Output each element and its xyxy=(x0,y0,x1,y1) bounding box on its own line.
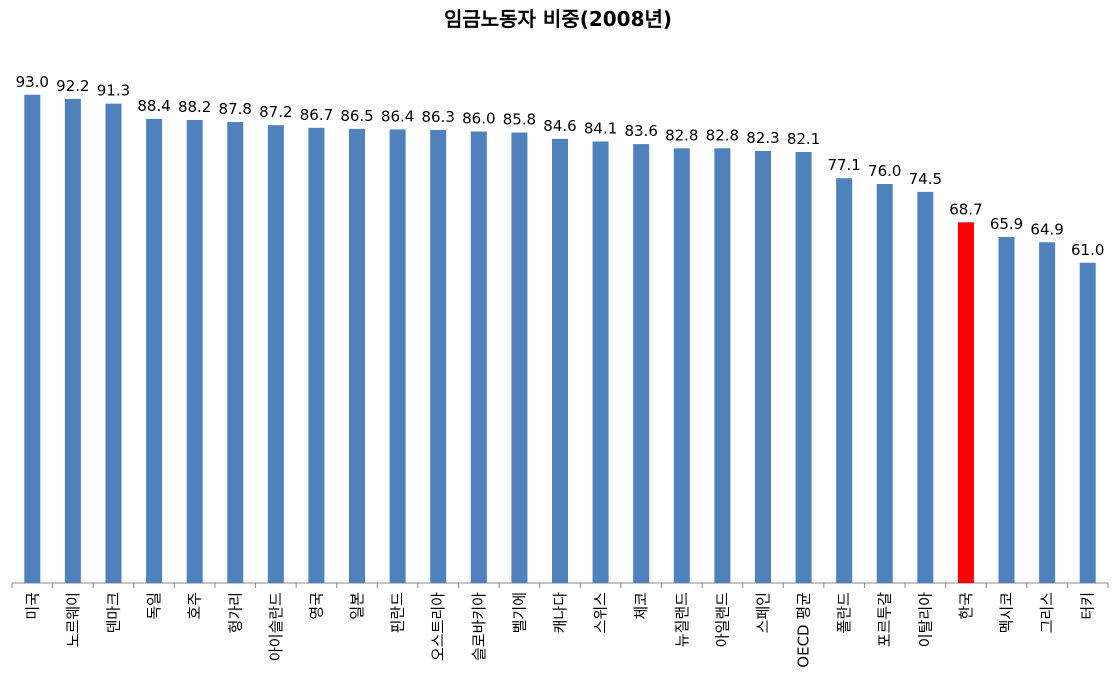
bar xyxy=(349,128,366,583)
value-label: 82.8 xyxy=(706,126,739,144)
x-tick-label: 뉴질랜드 xyxy=(673,592,691,647)
value-label: 76.0 xyxy=(868,162,901,180)
bar xyxy=(389,129,406,583)
value-label: 88.4 xyxy=(137,97,170,115)
value-label: 74.5 xyxy=(909,170,942,188)
x-tick-label: 그리스 xyxy=(1038,592,1056,634)
bar xyxy=(633,144,650,583)
value-label: 83.6 xyxy=(624,122,657,140)
value-label: 65.9 xyxy=(990,215,1023,233)
x-tick-label: 한국 xyxy=(957,592,975,620)
value-label: 87.8 xyxy=(219,100,252,118)
bar xyxy=(714,148,731,584)
bar xyxy=(592,141,609,583)
chart-title: 임금노동자 비중(2008년) xyxy=(444,7,672,31)
value-label: 84.6 xyxy=(543,117,576,135)
bar xyxy=(795,151,812,583)
bar xyxy=(673,148,690,584)
bar xyxy=(836,178,853,583)
x-tick-label: 스위스 xyxy=(592,592,610,634)
bar xyxy=(308,127,325,583)
x-tick-label: 노르웨이 xyxy=(64,592,82,647)
value-label: 84.1 xyxy=(584,119,617,137)
x-tick-label: 오스트리아 xyxy=(429,592,447,661)
bar xyxy=(754,150,771,584)
x-tick-label: 호주 xyxy=(186,592,204,620)
value-label: 82.8 xyxy=(665,126,698,144)
bar xyxy=(24,94,41,583)
value-label: 82.1 xyxy=(787,130,820,148)
x-tick-label: 폴란드 xyxy=(835,592,853,634)
value-label: 68.7 xyxy=(949,200,982,218)
x-tick-label: 캐나다 xyxy=(551,592,569,634)
bar xyxy=(1039,242,1056,583)
bar xyxy=(186,119,203,583)
x-tick-label: 터키 xyxy=(1079,592,1097,620)
x-tick-label: 영국 xyxy=(307,592,325,620)
bar xyxy=(1079,262,1096,583)
value-label: 86.7 xyxy=(300,106,333,124)
bar xyxy=(470,131,487,583)
value-label: 77.1 xyxy=(827,156,860,174)
bar xyxy=(511,132,528,584)
value-label: 64.9 xyxy=(1030,220,1063,238)
x-tick-label: 미국 xyxy=(23,592,41,620)
bar xyxy=(430,129,447,584)
value-label: 92.2 xyxy=(56,77,89,95)
x-tick-label: 핀란드 xyxy=(389,592,407,634)
bar xyxy=(105,103,122,584)
bar xyxy=(998,237,1015,583)
x-tick-label: 멕시코 xyxy=(998,592,1016,633)
value-label: 88.2 xyxy=(178,98,211,116)
x-tick-label: 이탈리아 xyxy=(916,592,934,647)
value-label: 86.0 xyxy=(462,110,495,128)
x-tick-label: 덴마크 xyxy=(104,592,122,633)
x-tick-label: 체코 xyxy=(632,592,650,620)
bar xyxy=(876,184,893,583)
bar xyxy=(552,138,568,583)
value-label: 85.8 xyxy=(503,111,536,129)
value-label: 86.4 xyxy=(381,107,414,125)
bar xyxy=(267,125,284,583)
x-tick-label: OECD 평균 xyxy=(795,592,813,668)
value-label: 91.3 xyxy=(97,82,130,100)
value-label: 86.3 xyxy=(422,108,455,126)
value-label: 93.0 xyxy=(16,73,49,91)
value-label: 82.3 xyxy=(746,129,779,147)
x-tick-label: 아일랜드 xyxy=(713,592,731,647)
bar xyxy=(64,98,81,583)
x-tick-label: 아이슬란드 xyxy=(267,592,285,661)
x-tick-label: 벨기에 xyxy=(510,592,528,633)
bar xyxy=(227,122,244,584)
x-tick-label: 스페인 xyxy=(754,592,772,633)
x-tick-label: 일본 xyxy=(348,592,366,620)
x-tick-label: 독일 xyxy=(145,592,163,620)
x-tick-label: 슬로바키아 xyxy=(470,592,488,661)
bar xyxy=(146,118,163,584)
value-label: 86.5 xyxy=(340,107,373,125)
value-label: 87.2 xyxy=(259,103,292,121)
bar xyxy=(917,191,934,583)
x-tick-label: 헝가리 xyxy=(226,592,244,633)
bar xyxy=(957,222,974,583)
x-tick-label: 포르투갈 xyxy=(876,592,894,647)
value-label: 61.0 xyxy=(1071,241,1104,259)
